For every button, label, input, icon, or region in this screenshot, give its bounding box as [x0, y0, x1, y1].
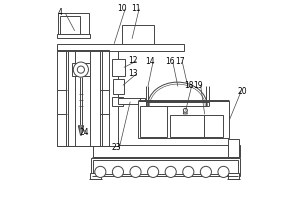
Text: 14: 14 — [145, 57, 155, 66]
Bar — [93, 145, 240, 157]
Bar — [66, 50, 102, 146]
Bar — [107, 44, 118, 146]
Bar — [90, 173, 101, 179]
Text: 19: 19 — [193, 81, 202, 90]
Text: 11: 11 — [131, 4, 141, 13]
Bar — [57, 34, 90, 38]
Circle shape — [218, 166, 229, 177]
Text: 20: 20 — [238, 87, 247, 96]
Polygon shape — [79, 126, 83, 136]
Bar — [60, 16, 80, 34]
Bar — [170, 115, 204, 137]
Circle shape — [148, 166, 159, 177]
Text: 16: 16 — [165, 57, 175, 66]
Bar — [140, 98, 145, 105]
Bar — [122, 25, 154, 44]
Circle shape — [130, 166, 141, 177]
Bar — [93, 138, 113, 146]
Circle shape — [183, 108, 187, 112]
Bar — [93, 160, 238, 174]
Bar — [57, 50, 66, 146]
Bar — [229, 173, 239, 179]
Polygon shape — [80, 126, 82, 136]
Bar — [92, 158, 240, 176]
Text: 4: 4 — [57, 8, 62, 17]
Circle shape — [73, 62, 88, 77]
Circle shape — [112, 166, 124, 177]
Bar — [144, 100, 152, 104]
Bar — [112, 97, 123, 106]
Circle shape — [95, 166, 106, 177]
Bar — [71, 63, 90, 76]
Text: 17: 17 — [175, 57, 184, 66]
Text: 13: 13 — [128, 69, 138, 78]
Text: 24: 24 — [80, 128, 89, 137]
Bar — [140, 106, 167, 137]
Bar — [112, 59, 125, 76]
Circle shape — [183, 166, 194, 177]
Circle shape — [200, 166, 211, 177]
Text: 18: 18 — [184, 81, 194, 90]
Bar — [229, 139, 239, 157]
Bar — [204, 115, 224, 137]
Bar — [138, 101, 230, 138]
Text: 23: 23 — [111, 143, 121, 152]
Bar — [57, 44, 184, 51]
Bar — [113, 79, 124, 94]
Circle shape — [77, 66, 85, 73]
Circle shape — [165, 166, 176, 177]
Text: 12: 12 — [128, 56, 138, 65]
Bar — [118, 98, 142, 104]
Polygon shape — [183, 111, 187, 114]
Bar — [58, 13, 89, 36]
Text: 10: 10 — [117, 4, 127, 13]
Bar — [101, 50, 109, 146]
